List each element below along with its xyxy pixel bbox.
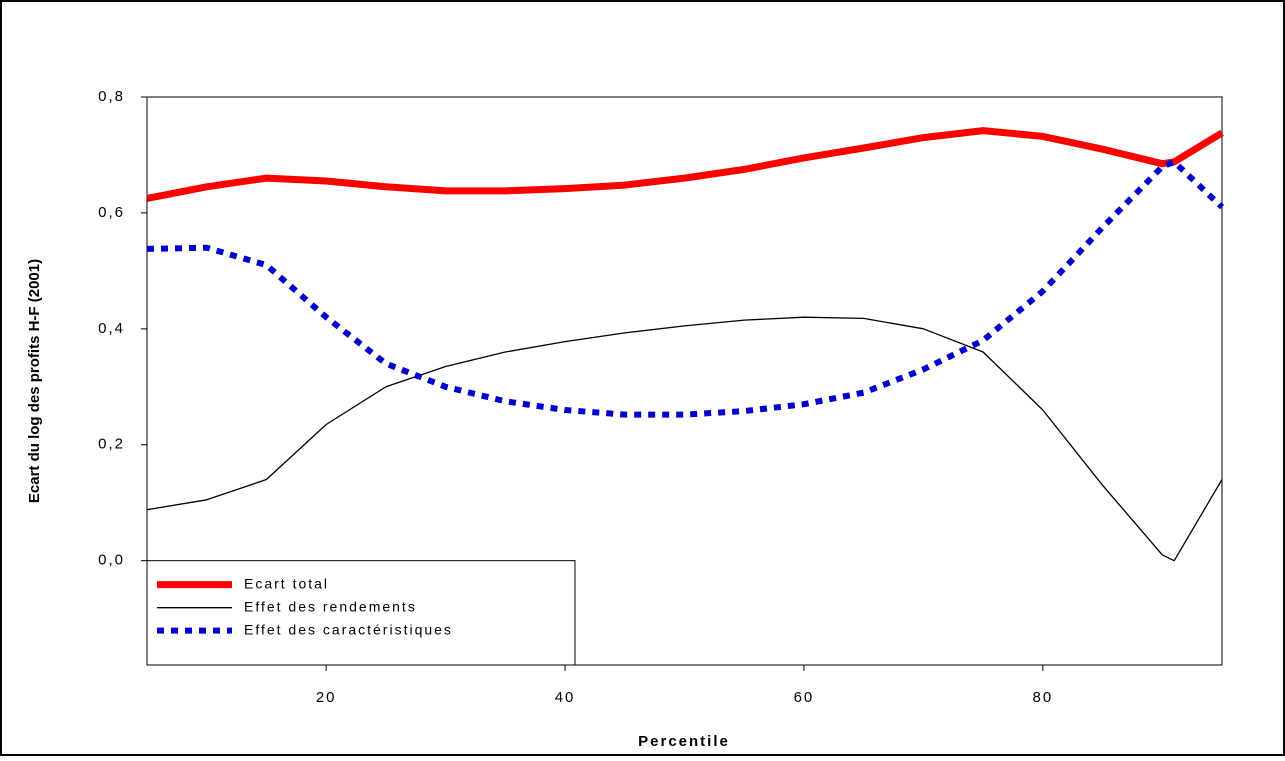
plot-area [146,96,1223,666]
y-tick-label: 0,0 [98,552,125,569]
x-tick-label: 40 [555,689,576,706]
x-tick-label: 80 [1032,689,1053,706]
y-tick-label: 0,2 [98,436,125,453]
x-axis-title: Percentile [638,733,730,750]
y-axis-title: Ecart du log des profits H-F (2001) [26,259,43,503]
series-line [146,316,1223,562]
legend-label: Ecart total [244,575,329,591]
legend-box [146,560,576,666]
legend-label: Effet des rendements [244,598,417,614]
y-tick-label: 0,4 [98,320,125,337]
legend-label: Effet des caractéristiques [244,621,453,637]
y-tick-label: 0,8 [98,88,125,105]
y-tick-label: 0,6 [98,204,125,221]
series-line [146,158,1225,418]
x-tick-label: 60 [794,689,815,706]
x-tick-label: 20 [316,689,337,706]
series-line [146,127,1224,202]
